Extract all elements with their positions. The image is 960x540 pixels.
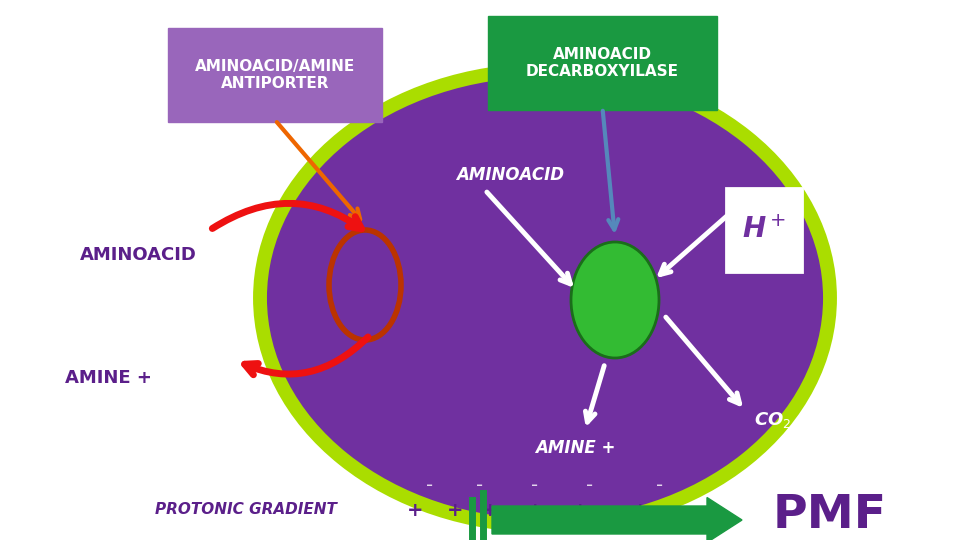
Text: AMINOACID: AMINOACID <box>80 246 197 264</box>
Ellipse shape <box>571 242 659 358</box>
Text: -: - <box>426 476 434 495</box>
Text: +: + <box>446 501 464 519</box>
Text: -: - <box>657 476 663 495</box>
Text: AMINE +: AMINE + <box>65 369 152 387</box>
Text: PMF: PMF <box>773 492 887 537</box>
FancyArrow shape <box>492 497 742 540</box>
Text: +: + <box>572 501 588 519</box>
Text: -: - <box>532 476 539 495</box>
FancyBboxPatch shape <box>726 188 802 272</box>
Text: +: + <box>527 501 543 519</box>
Text: PROTONIC GRADIENT: PROTONIC GRADIENT <box>155 503 337 517</box>
Text: CO$_2$: CO$_2$ <box>755 410 792 430</box>
Text: -: - <box>476 476 484 495</box>
Text: AMINOACID
DECARBOXYILASE: AMINOACID DECARBOXYILASE <box>526 47 679 79</box>
Text: AMINOACID/AMINE
ANTIPORTER: AMINOACID/AMINE ANTIPORTER <box>195 59 355 91</box>
Text: AMINE +: AMINE + <box>535 439 615 457</box>
Text: +: + <box>632 501 648 519</box>
Text: -: - <box>587 476 593 495</box>
Text: +: + <box>407 501 423 519</box>
Ellipse shape <box>329 230 401 340</box>
FancyBboxPatch shape <box>488 16 717 110</box>
Ellipse shape <box>260 70 830 526</box>
Text: AMINOACID: AMINOACID <box>456 166 564 184</box>
Text: H$^+$: H$^+$ <box>742 216 786 244</box>
Text: +: + <box>702 501 718 519</box>
Text: +: + <box>482 501 498 519</box>
FancyBboxPatch shape <box>168 28 382 122</box>
